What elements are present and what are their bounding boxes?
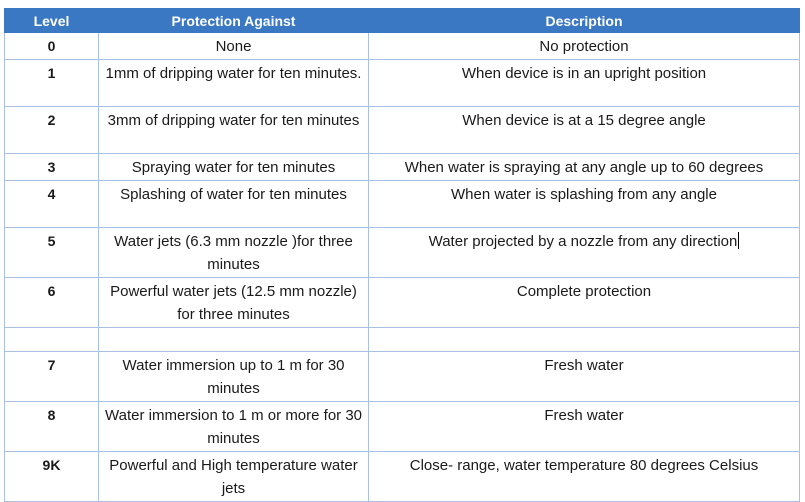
protection-cell: None — [98, 32, 369, 60]
description-cell: Close- range, water temperature 80 degre… — [368, 451, 800, 502]
level-cell: 5 — [4, 227, 99, 278]
description-cell: Complete protection — [368, 277, 800, 328]
header-row: Level Protection Against Description — [4, 8, 800, 33]
description-cell: Fresh water — [368, 351, 800, 402]
table-row: 5 Water jets (6.3 mm nozzle )for three m… — [4, 227, 800, 278]
description-cell[interactable]: Water projected by a nozzle from any dir… — [368, 227, 800, 278]
protection-cell: 1mm of dripping water for ten minutes. — [98, 59, 369, 107]
level-cell: 3 — [4, 153, 99, 181]
table-row-empty — [4, 327, 800, 352]
description-cell: When water is spraying at any angle up t… — [368, 153, 800, 181]
table-row: 4 Splashing of water for ten minutes Whe… — [4, 180, 800, 228]
description-cell: When device is at a 15 degree angle — [368, 106, 800, 154]
level-cell: 6 — [4, 277, 99, 328]
level-cell: 1 — [4, 59, 99, 107]
protection-cell: Spraying water for ten minutes — [98, 153, 369, 181]
description-cell: Fresh water — [368, 401, 800, 452]
protection-cell: 3mm of dripping water for ten minutes — [98, 106, 369, 154]
table-row: 3 Spraying water for ten minutes When wa… — [4, 153, 800, 181]
table-row: 0 None No protection — [4, 32, 800, 60]
text-cursor — [738, 232, 740, 249]
level-cell — [4, 327, 99, 352]
level-cell: 7 — [4, 351, 99, 402]
protection-cell: Water immersion to 1 m or more for 30 mi… — [98, 401, 369, 452]
table-body: 0 None No protection 1 1mm of dripping w… — [4, 32, 800, 502]
protection-cell: Powerful water jets (12.5 mm nozzle) for… — [98, 277, 369, 328]
table-row: 8 Water immersion to 1 m or more for 30 … — [4, 401, 800, 452]
protection-cell — [98, 327, 369, 352]
ip-rating-table: Level Protection Against Description 0 N… — [4, 8, 800, 502]
level-cell: 0 — [4, 32, 99, 60]
header-protection-against: Protection Against — [98, 8, 369, 33]
description-cell: When device is in an upright position — [368, 59, 800, 107]
protection-cell: Splashing of water for ten minutes — [98, 180, 369, 228]
table-row: 6 Powerful water jets (12.5 mm nozzle) f… — [4, 277, 800, 328]
description-cell: When water is splashing from any angle — [368, 180, 800, 228]
table-header: Level Protection Against Description — [4, 8, 800, 33]
protection-cell: Water jets (6.3 mm nozzle )for three min… — [98, 227, 369, 278]
header-description: Description — [368, 8, 800, 33]
level-cell: 4 — [4, 180, 99, 228]
description-text: Water projected by a nozzle from any dir… — [428, 233, 738, 250]
protection-cell: Powerful and High temperature water jets — [98, 451, 369, 502]
header-level: Level — [4, 8, 99, 33]
table-row: 7 Water immersion up to 1 m for 30 minut… — [4, 351, 800, 402]
table-row: 1 1mm of dripping water for ten minutes.… — [4, 59, 800, 107]
description-cell — [368, 327, 800, 352]
table-row: 2 3mm of dripping water for ten minutes … — [4, 106, 800, 154]
protection-cell: Water immersion up to 1 m for 30 minutes — [98, 351, 369, 402]
level-cell: 8 — [4, 401, 99, 452]
level-cell: 9K — [4, 451, 99, 502]
table-row: 9K Powerful and High temperature water j… — [4, 451, 800, 502]
level-cell: 2 — [4, 106, 99, 154]
description-cell: No protection — [368, 32, 800, 60]
